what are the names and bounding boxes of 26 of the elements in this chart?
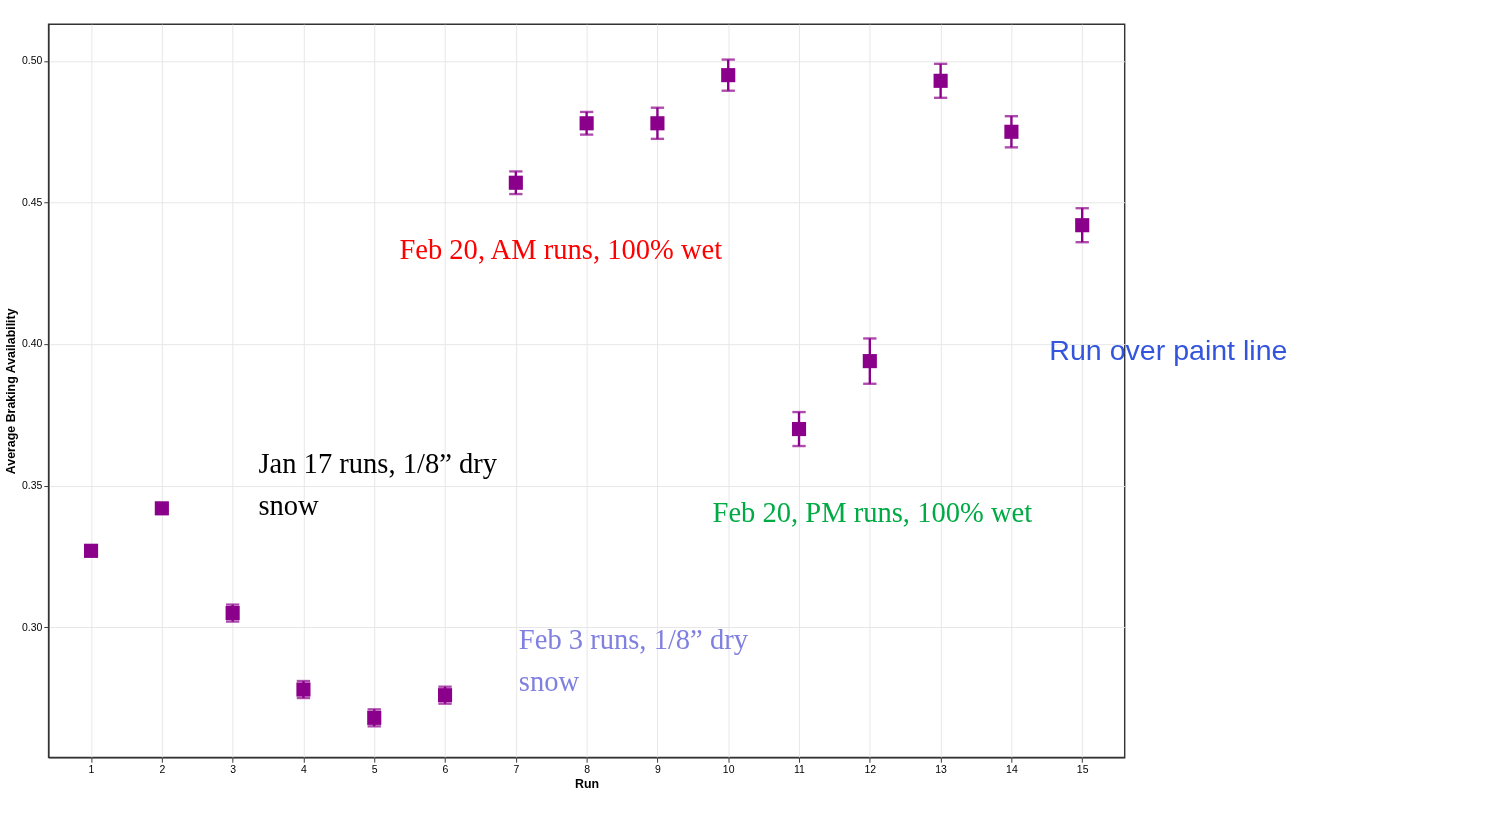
x-tick-label: 10 — [722, 764, 735, 776]
x-axis-title: Run — [575, 777, 600, 792]
x-tick-label: 13 — [935, 764, 948, 776]
y-tick-label: 0.45 — [21, 196, 43, 208]
x-tick-label: 6 — [442, 764, 449, 776]
y-tick-label: 0.40 — [21, 338, 43, 350]
y-tick-label: 0.50 — [21, 55, 43, 67]
x-tick-label: 9 — [654, 764, 661, 776]
annotation: Feb 20, PM runs, 100% wet — [712, 496, 1033, 528]
x-tick-label: 14 — [1006, 764, 1018, 776]
annotation: Feb 20, AM runs, 100% wet — [399, 233, 723, 265]
annotation: Feb 3 runs, 1/8” dry snow — [518, 623, 749, 697]
x-tick-label: 5 — [371, 764, 378, 776]
x-tick-label: 8 — [584, 764, 591, 776]
y-tick-label: 0.30 — [21, 621, 43, 633]
y-axis-title: Average Braking Availability — [4, 308, 19, 475]
annotation: Jan 17 runs, 1/8” dry snow — [258, 447, 498, 521]
x-tick-label: 2 — [159, 764, 166, 776]
x-tick-label: 15 — [1076, 764, 1089, 776]
x-tick-label: 3 — [230, 764, 237, 776]
y-tick-label: 0.35 — [21, 480, 43, 492]
x-tick-label: 7 — [513, 764, 520, 776]
x-tick-label: 4 — [301, 764, 307, 776]
x-tick-label: 1 — [88, 764, 95, 776]
x-tick-label: 11 — [794, 764, 806, 776]
x-tick-label: 12 — [864, 764, 877, 776]
